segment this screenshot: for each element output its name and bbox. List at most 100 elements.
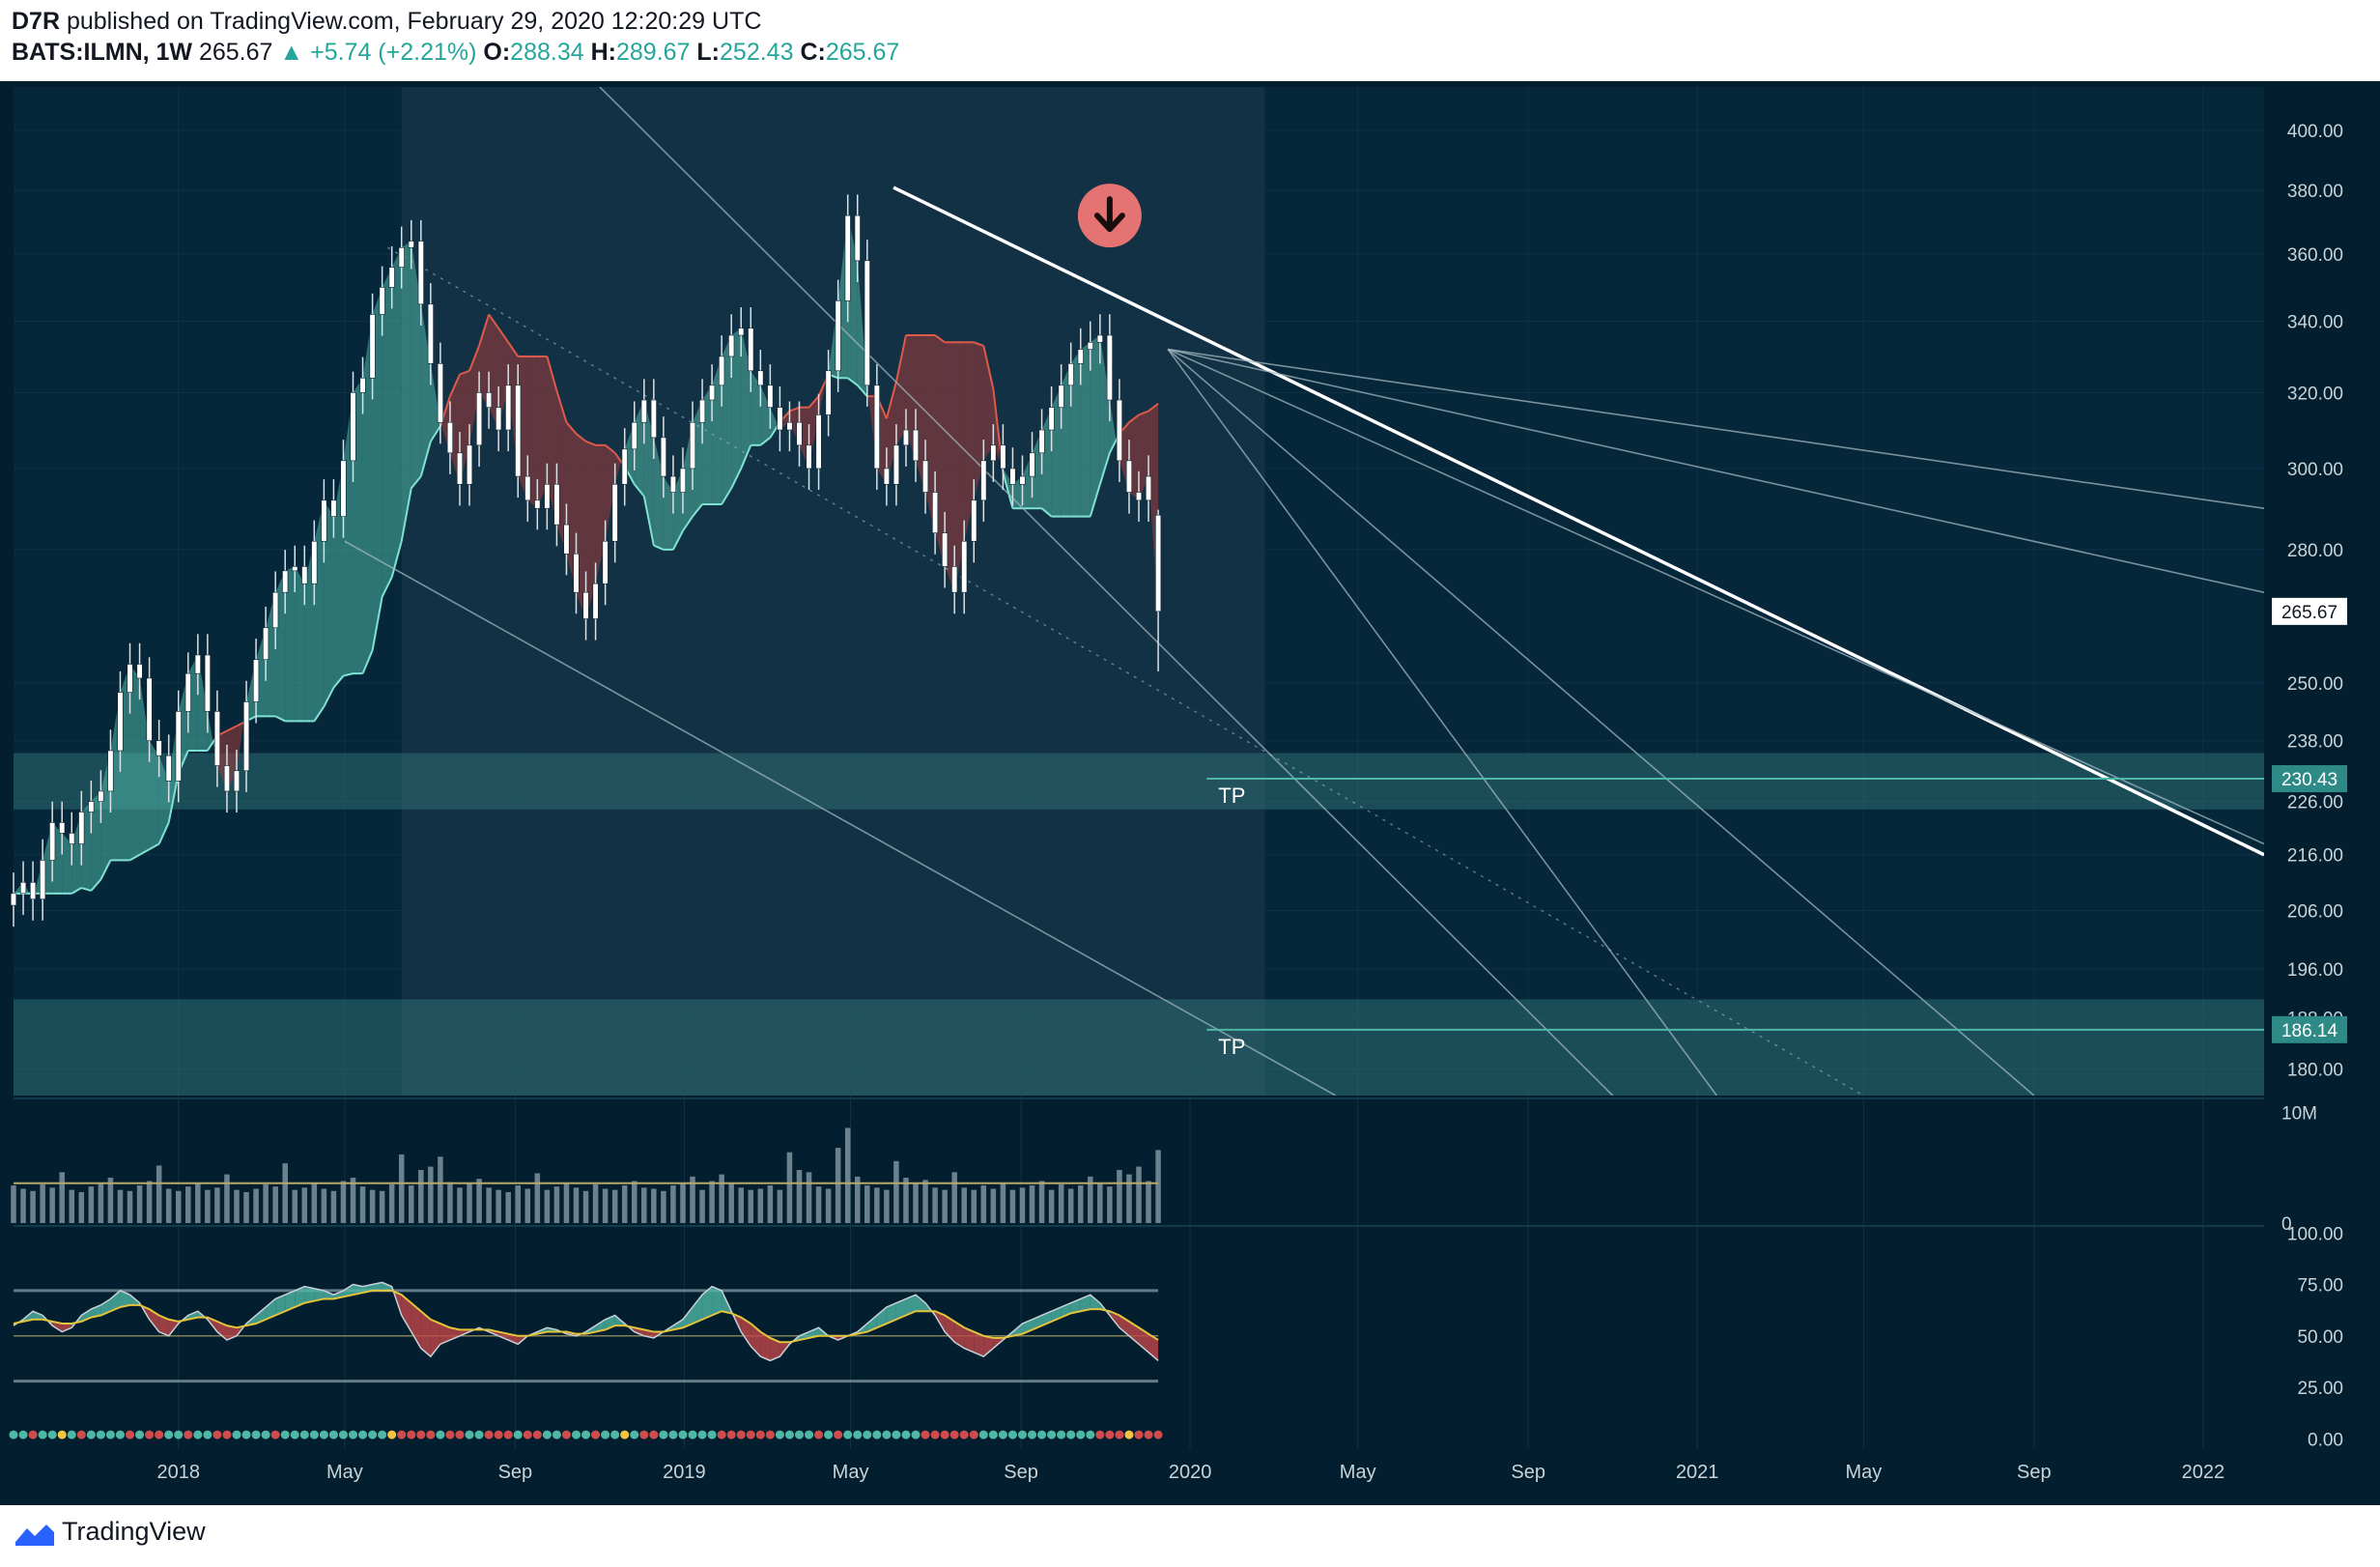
cloud-segment (479, 314, 490, 408)
volume-bar (990, 1188, 997, 1223)
signal-dot (251, 1430, 261, 1439)
candle-body (563, 524, 570, 555)
support-zone (14, 999, 2264, 1096)
cloud-segment (91, 790, 101, 891)
publisher-name[interactable]: D7R (12, 8, 61, 35)
candle-body (98, 790, 104, 802)
open-value: 288.34 (510, 39, 584, 66)
oscillator-fill (770, 1337, 780, 1361)
volume-bar (748, 1189, 754, 1223)
signal-dot (47, 1430, 57, 1439)
candle-body (398, 246, 405, 268)
cloud-segment (585, 441, 596, 619)
cloud-edge (90, 878, 102, 892)
volume-bar (806, 1172, 812, 1223)
candle-body (902, 429, 910, 446)
candle-body (650, 399, 657, 439)
candle-body (912, 429, 920, 462)
volume-bar (757, 1188, 764, 1223)
y-tick-label: 280.00 (2287, 541, 2343, 561)
candle-body (748, 328, 754, 372)
brand-name[interactable]: TradingView (62, 1517, 206, 1546)
volume-bar (621, 1185, 628, 1223)
candle-body (709, 385, 716, 401)
volume-bar (165, 1188, 172, 1223)
signal-dot (76, 1430, 86, 1439)
x-tick-label: 2019 (663, 1462, 706, 1483)
volume-tick-label: 10M (2281, 1103, 2317, 1124)
volume-bar (709, 1181, 715, 1223)
close-label: C: (800, 39, 826, 66)
signal-dot (280, 1430, 290, 1439)
candle-body (165, 755, 172, 782)
volume-bar (11, 1185, 16, 1223)
signal-dot (270, 1430, 280, 1439)
cloud-segment (983, 345, 994, 461)
signal-dot (784, 1430, 794, 1439)
cloud-edge (633, 483, 645, 498)
signal-dot (998, 1430, 1007, 1439)
x-tick-label: 2021 (1676, 1462, 1719, 1483)
signal-dot (241, 1430, 251, 1439)
candle-body (156, 740, 162, 756)
x-tick-label: 2022 (2182, 1462, 2225, 1483)
cloud-edge (99, 859, 112, 880)
volume-bar (719, 1174, 724, 1223)
volume-bar (486, 1187, 492, 1223)
signal-dot (1105, 1430, 1115, 1439)
cloud-edge (856, 385, 868, 397)
oscillator-fill (411, 1302, 421, 1349)
x-tick-label: 2018 (156, 1462, 200, 1483)
fan-line (344, 540, 1337, 1096)
candle-body (311, 540, 318, 584)
volume-bar (573, 1187, 580, 1223)
x-tick-label: Sep (1511, 1462, 1545, 1483)
signal-dot (145, 1430, 155, 1439)
tp-price-label-bg (2272, 1015, 2347, 1043)
drawing-lines (344, 87, 2264, 1096)
volume-bar (922, 1180, 928, 1223)
high-value: 289.67 (615, 39, 691, 66)
oscillator-fill (62, 1324, 72, 1332)
x-tick-label: May (833, 1462, 869, 1483)
volume-bar (263, 1183, 269, 1223)
cloud-edge (653, 544, 665, 551)
signal-dot (707, 1430, 717, 1439)
low-value: 252.43 (720, 39, 794, 66)
cloud-edge (488, 313, 499, 329)
candle-body (292, 566, 298, 572)
cloud-edge (507, 341, 520, 357)
candle-body (524, 475, 531, 501)
tradingview-logo-icon[interactable] (14, 1519, 56, 1548)
symbol-label[interactable]: BATS:ILMN, 1W (12, 39, 193, 66)
signal-dot (814, 1430, 824, 1439)
candle-body (1058, 385, 1064, 408)
volume-bar (292, 1189, 298, 1223)
cloud-edge (973, 341, 984, 347)
volume-bar (214, 1187, 220, 1223)
candle-body (864, 260, 870, 386)
candle-body (738, 328, 745, 336)
x-tick-label: Sep (2017, 1462, 2052, 1483)
signal-dot (465, 1430, 474, 1439)
cloud-segment (498, 328, 509, 431)
signal-dot (261, 1430, 270, 1439)
candle-body (1009, 468, 1016, 485)
cloud-edge (343, 672, 354, 677)
signal-dot (794, 1430, 804, 1439)
signal-dot (581, 1430, 591, 1439)
cloud-edge (692, 503, 703, 518)
volume-bar (1048, 1189, 1055, 1223)
signal-dot (1086, 1430, 1095, 1439)
volume-bar (49, 1187, 55, 1223)
signal-dot (620, 1430, 630, 1439)
volume-bar (301, 1187, 308, 1223)
candle-body (78, 812, 85, 844)
chart-canvas[interactable]: 2018 May Sep 2019 May Sep 2020 May Sep 2021 May Sep… (0, 81, 2380, 1505)
volume-bar (1117, 1170, 1122, 1223)
signal-dot (164, 1430, 174, 1439)
signal-dot (1066, 1430, 1076, 1439)
candle-body (573, 553, 580, 593)
volume-bar (796, 1170, 803, 1223)
candle-body (476, 392, 483, 446)
